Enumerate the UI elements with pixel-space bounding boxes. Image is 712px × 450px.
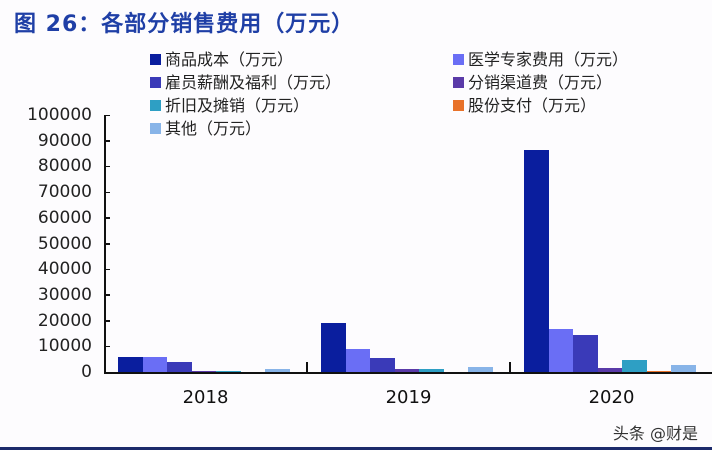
- legend-swatch-icon: [150, 123, 161, 134]
- legend-item: 股份支付（万元）: [453, 94, 628, 117]
- y-tick-label: 60000: [37, 207, 92, 228]
- watermark: 头条 @财是: [612, 424, 698, 443]
- bar-2018-series-6: [265, 369, 290, 372]
- y-tick-label: 50000: [37, 233, 92, 254]
- bar-2018-series-1: [142, 356, 167, 372]
- x-axis: [104, 372, 712, 374]
- y-tick: [106, 268, 110, 271]
- x-tick-label: 2018: [182, 387, 229, 408]
- bar-2020-series-0: [524, 149, 549, 372]
- legend-label: 医学专家费用（万元）: [468, 50, 629, 69]
- legend-label: 折旧及摊销（万元）: [165, 96, 310, 115]
- bar-2019-series-4: [419, 369, 444, 372]
- bar-2019-series-6: [468, 367, 493, 372]
- bar-2020-series-6: [671, 364, 696, 372]
- bar-2019-series-1: [345, 348, 370, 372]
- y-tick-label: 100000: [27, 105, 92, 125]
- y-tick-label: 20000: [37, 310, 92, 331]
- legend-left: 商品成本（万元） 雇员薪酬及福利（万元） 折旧及摊销（万元） 其他（万元）: [150, 48, 341, 140]
- bar-2020-series-3: [597, 368, 622, 372]
- y-tick: [106, 320, 110, 322]
- chart-title: 图 26：各部分销售费用（万元）: [14, 12, 355, 37]
- y-tick: [106, 217, 110, 219]
- legend-item: 折旧及摊销（万元）: [150, 94, 341, 117]
- y-tick: [106, 165, 110, 168]
- bar-2020-series-5: [646, 371, 671, 372]
- bar-2018-series-2: [167, 362, 192, 372]
- bar-2019-series-3: [394, 369, 419, 372]
- y-tick: [106, 294, 110, 296]
- bar-2020-series-1: [548, 328, 573, 372]
- legend-item: 医学专家费用（万元）: [453, 48, 628, 71]
- legend-swatch-icon: [453, 100, 464, 111]
- bar-2018-series-0: [118, 356, 143, 372]
- y-tick-label: 90000: [37, 130, 92, 151]
- bar-2018-series-4: [216, 371, 241, 372]
- legend-swatch-icon: [150, 77, 161, 88]
- legend-label: 其他（万元）: [165, 119, 262, 138]
- bar-2018-series-3: [191, 371, 216, 372]
- y-tick-label: 0: [81, 362, 92, 382]
- y-tick: [106, 243, 110, 245]
- legend-item: 分销渠道费（万元）: [453, 71, 628, 94]
- y-tick: [106, 345, 110, 348]
- bar-2020-series-2: [573, 334, 598, 372]
- legend-label: 商品成本（万元）: [165, 50, 294, 69]
- legend-label: 分销渠道费（万元）: [468, 73, 613, 92]
- legend-right: 医学专家费用（万元） 分销渠道费（万元） 股份支付（万元）: [453, 48, 628, 117]
- y-tick: [106, 114, 110, 116]
- bar-2019-series-0: [321, 323, 346, 372]
- x-group-divider: [509, 362, 511, 373]
- y-tick-label: 30000: [37, 284, 92, 305]
- bottom-border: [0, 447, 712, 450]
- legend-item: 其他（万元）: [150, 117, 341, 140]
- y-tick-label: 40000: [37, 259, 92, 280]
- legend-item: 雇员薪酬及福利（万元）: [150, 71, 341, 94]
- legend-swatch-icon: [150, 54, 161, 65]
- x-tick-label: 2019: [385, 387, 432, 408]
- legend-item: 商品成本（万元）: [150, 48, 341, 71]
- x-tick-label: 2020: [588, 387, 635, 408]
- legend-swatch-icon: [453, 77, 464, 88]
- bar-2019-series-2: [370, 357, 395, 372]
- legend-label: 股份支付（万元）: [468, 96, 597, 115]
- legend-swatch-icon: [453, 54, 464, 65]
- x-group-divider: [306, 362, 308, 373]
- bar-2020-series-4: [622, 360, 647, 372]
- legend-label: 雇员薪酬及福利（万元）: [165, 73, 342, 92]
- y-axis: [104, 115, 106, 373]
- legend-swatch-icon: [150, 100, 161, 111]
- y-tick: [106, 371, 110, 373]
- y-tick-label: 10000: [37, 336, 92, 357]
- y-tick-label: 70000: [37, 182, 92, 203]
- y-tick: [106, 191, 110, 194]
- y-tick: [106, 140, 110, 142]
- y-tick-label: 80000: [37, 156, 92, 177]
